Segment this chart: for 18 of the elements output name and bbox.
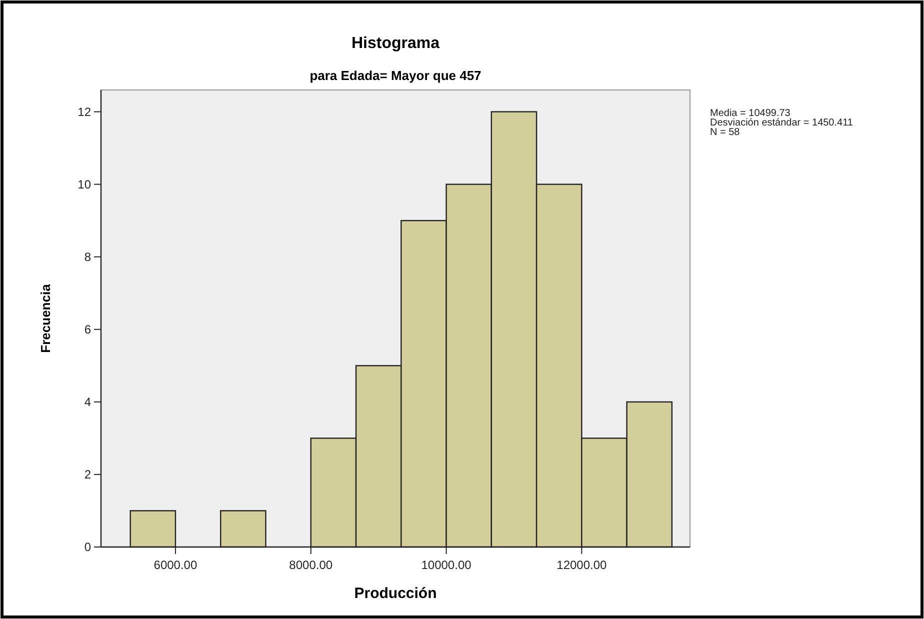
x-tick-label: 10000.00	[421, 558, 472, 572]
y-tick-label: 10	[78, 177, 92, 192]
text: Desviación estándar = 1450.411	[710, 118, 854, 128]
y-tick-label: 4	[84, 394, 92, 409]
chart-subtitle: para Edada= Mayor que 457	[310, 68, 482, 83]
x-axis-title: Producción	[354, 585, 437, 602]
y-tick-label: 6	[84, 322, 92, 336]
text: Media = 10499.73	[710, 108, 791, 119]
x-tick-label: 8000.00	[289, 558, 333, 572]
x-tick-label: 6000.00	[154, 558, 198, 572]
y-tick-label: 2	[84, 467, 92, 482]
y-tick-label: 0	[84, 540, 92, 554]
text: N = 58	[710, 127, 740, 138]
y-axis-title: Frecuencia	[38, 283, 53, 353]
x-tick-label: 12000.00	[556, 558, 608, 572]
y-tick-label: 8	[84, 250, 92, 264]
y-tick-label: 12	[78, 104, 92, 119]
chart-title: Histograma	[351, 35, 440, 52]
